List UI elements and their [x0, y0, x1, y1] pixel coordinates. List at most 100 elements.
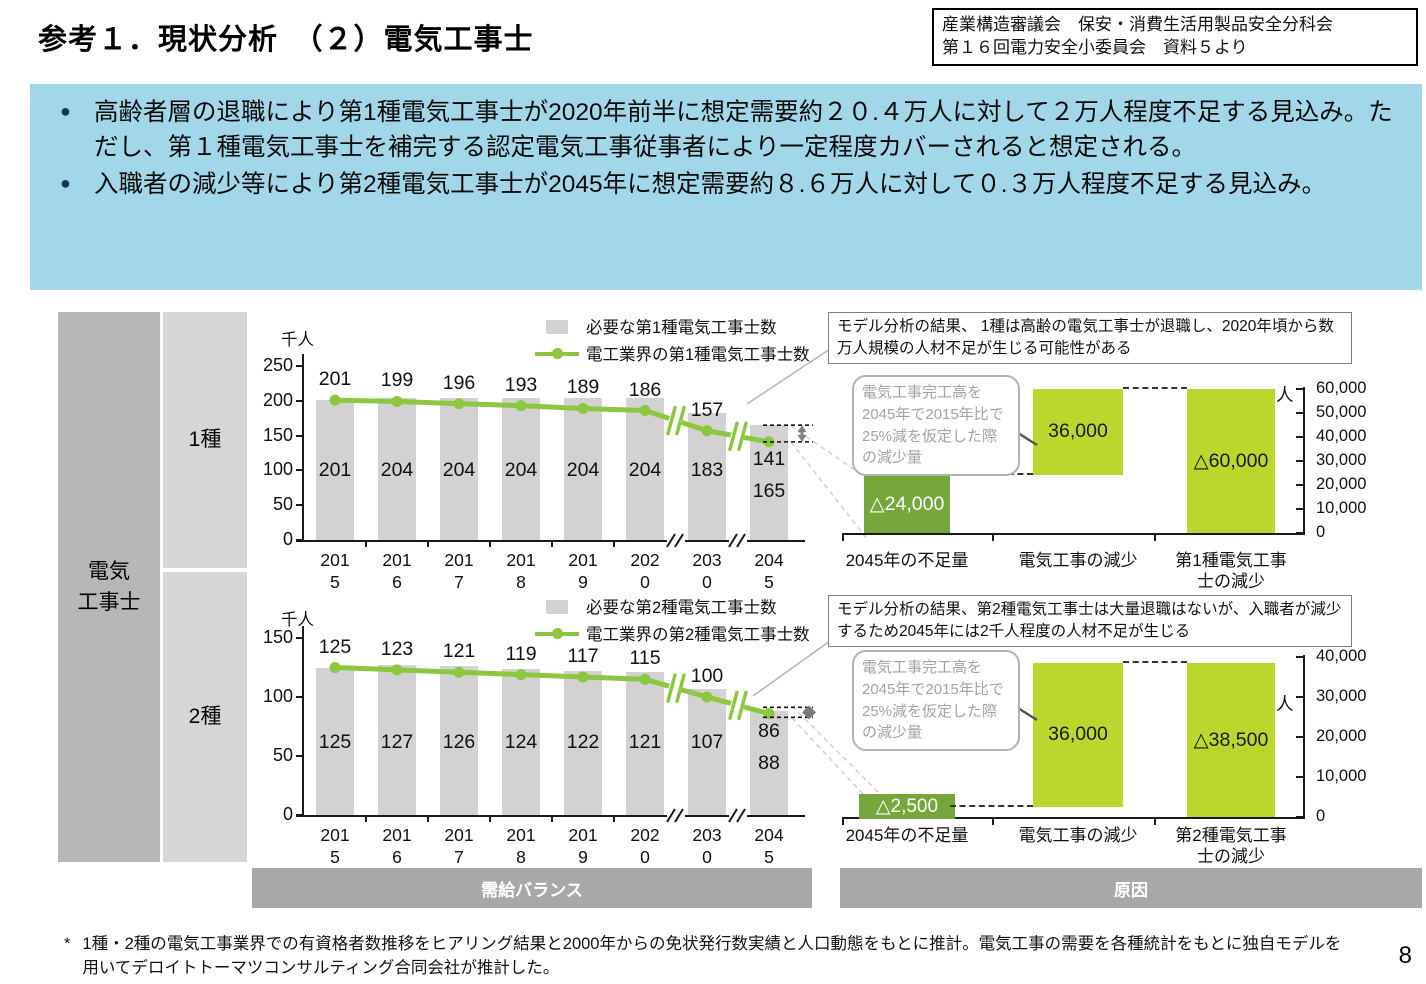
x-tick-label: 2045 — [754, 825, 784, 867]
category-label: 第1種電気工事士の減少 — [1175, 551, 1287, 592]
y-axis-unit-label: 千人 — [281, 611, 314, 629]
level-connector — [1123, 661, 1187, 663]
analysis-note: モデル分析の結果、第2種電気工事士は大量退職はないが、入職者が減少するため204… — [828, 595, 1352, 647]
line-break-slash — [666, 405, 677, 436]
bar-value-label: 124 — [504, 731, 538, 753]
y-axis-unit-label: 千人 — [281, 331, 314, 349]
final-year-labels: 86 88 — [758, 720, 780, 775]
cause-bar-label: △2,500 — [859, 794, 955, 819]
sidebar-group-line1: 電気 — [88, 559, 130, 583]
cause-bar — [1033, 663, 1123, 807]
y-tick-label: 60,000 — [1316, 379, 1367, 397]
y-tick-mark — [296, 637, 303, 639]
y-tick-label: 50,000 — [1316, 403, 1367, 421]
x-tick-label: 2015 — [320, 550, 350, 592]
y-tick-mark — [1296, 696, 1304, 698]
sidebar-group-line2: 工事士 — [77, 591, 141, 614]
x-tick-mark — [613, 540, 615, 547]
cause-chart-type1: モデル分析の結果、 1種は高齢の電気工事士が退職し、2020年頃から数万人規模の… — [828, 312, 1424, 592]
x-tick-label: 2019 — [568, 825, 598, 867]
cause-bar-label: △60,000 — [1193, 450, 1269, 472]
line-break-slash — [728, 421, 739, 452]
x-tick-label: 2015 — [320, 825, 350, 867]
y-tick-mark — [1296, 508, 1304, 510]
x-tick-label: 2020 — [630, 550, 660, 592]
x-tick-mark — [991, 533, 994, 541]
x-tick-label: 2018 — [506, 550, 536, 592]
final-year-labels: 141 165 — [752, 448, 786, 503]
y-tick-mark — [1296, 776, 1304, 778]
cause-bar — [1033, 389, 1123, 476]
x-tick-label: 2045 — [754, 550, 784, 592]
line-value-label: 125 — [318, 635, 352, 658]
level-connector — [1123, 387, 1187, 389]
bar-value-label: 122 — [566, 731, 600, 753]
bar-value-label: 127 — [380, 731, 414, 753]
demand-bar — [750, 711, 788, 815]
gap-diamond — [802, 705, 816, 720]
bar-value-label: 204 — [504, 459, 538, 481]
y-tick-label: 30,000 — [1316, 687, 1367, 705]
x-tick-mark — [427, 540, 429, 547]
x-tick-mark — [842, 817, 844, 825]
supply-demand-chart-type1: 千人 必要な第1種電気工事士数 電工業界の第1種電気工事士数 0 50 100 150 200… — [255, 312, 813, 592]
level-connector — [950, 805, 1033, 807]
assumption-bubble: 電気工事完工高を2045年で2015年比で25%減を仮定した際の減少量 — [852, 650, 1020, 751]
line-break-slash — [666, 673, 677, 703]
y-tick-mark — [296, 696, 303, 698]
y-tick-mark — [1296, 436, 1304, 438]
x-axis-line — [296, 815, 805, 817]
bar-value-label: 204 — [628, 459, 662, 481]
y-axis-line — [302, 354, 304, 542]
source-line-2: 第１６回電力安全小委員会 資料５より — [942, 37, 1248, 57]
cause-chart-type2: モデル分析の結果、第2種電気工事士は大量退職はないが、入職者が減少するため204… — [828, 595, 1424, 867]
x-tick-label: 2018 — [506, 825, 536, 867]
y-tick-mark — [1296, 412, 1304, 414]
x-tick-mark — [365, 540, 367, 547]
bar-value-label: 183 — [690, 459, 724, 481]
gap-arrowhead — [797, 425, 807, 433]
category-label: 電気工事の減少 — [1018, 551, 1138, 570]
y-tick-label: 0 — [282, 529, 293, 549]
bar-value-label: 204 — [566, 459, 600, 481]
y-tick-mark — [296, 755, 303, 757]
swatch-dot — [552, 347, 563, 359]
swatch-dot — [552, 627, 563, 639]
category-label: 2045年の不足量 — [845, 551, 969, 570]
line-value-label: 196 — [442, 371, 476, 394]
y-tick-label: 10,000 — [1316, 499, 1367, 517]
y-tick-mark — [296, 399, 303, 402]
y-tick-mark — [1296, 460, 1304, 462]
legend-item: 電工業界の第1種電気工事士数 — [535, 341, 810, 365]
bar-value-label: 204 — [442, 459, 476, 481]
sidebar-group-label: 電気 工事士 — [58, 312, 160, 862]
line-break-slash — [728, 690, 739, 721]
sidebar-row-type2: 2種 — [163, 572, 247, 862]
cause-bar-label: △24,000 — [869, 493, 945, 516]
cause-bar — [864, 475, 950, 533]
legend-label: 電工業界の第1種電気工事士数 — [586, 346, 810, 364]
x-tick-label: 2019 — [568, 550, 598, 592]
category-label: 電気工事の減少 — [1018, 826, 1138, 845]
y-tick-label: 100 — [262, 459, 293, 480]
category-label: 第2種電気工事士の減少 — [1175, 826, 1287, 867]
x-axis-line — [842, 533, 1305, 535]
x-tick-label: 2017 — [444, 550, 474, 592]
line-value-label: 199 — [380, 369, 414, 392]
bar-value-label: 126 — [442, 731, 476, 753]
footnote-marker: * — [64, 935, 71, 953]
y-tick-label: 150 — [262, 424, 293, 445]
legend-item: 必要な第2種電気工事士数 — [535, 594, 810, 618]
x-tick-mark — [842, 533, 844, 541]
summary-bullet-2: 入職者の減少等により第2種電気工事士が2045年に想定需要約８.６万人に対して０… — [60, 168, 1394, 203]
summary-list: 高齢者層の退職により第1種電気工事士が2020年前半に想定需要約２０.４万人に対… — [30, 96, 1422, 202]
y-tick-mark — [1296, 816, 1304, 818]
line-value-label: 121 — [442, 640, 476, 663]
y-tick-label: 40,000 — [1316, 427, 1367, 445]
y-tick-label: 40,000 — [1316, 647, 1367, 665]
x-tick-mark — [613, 815, 615, 822]
y-axis-line — [302, 626, 304, 817]
source-line-1: 産業構造審議会 保安・消費生活用製品安全分科会 — [942, 15, 1333, 34]
y-tick-label: 50 — [272, 745, 293, 765]
